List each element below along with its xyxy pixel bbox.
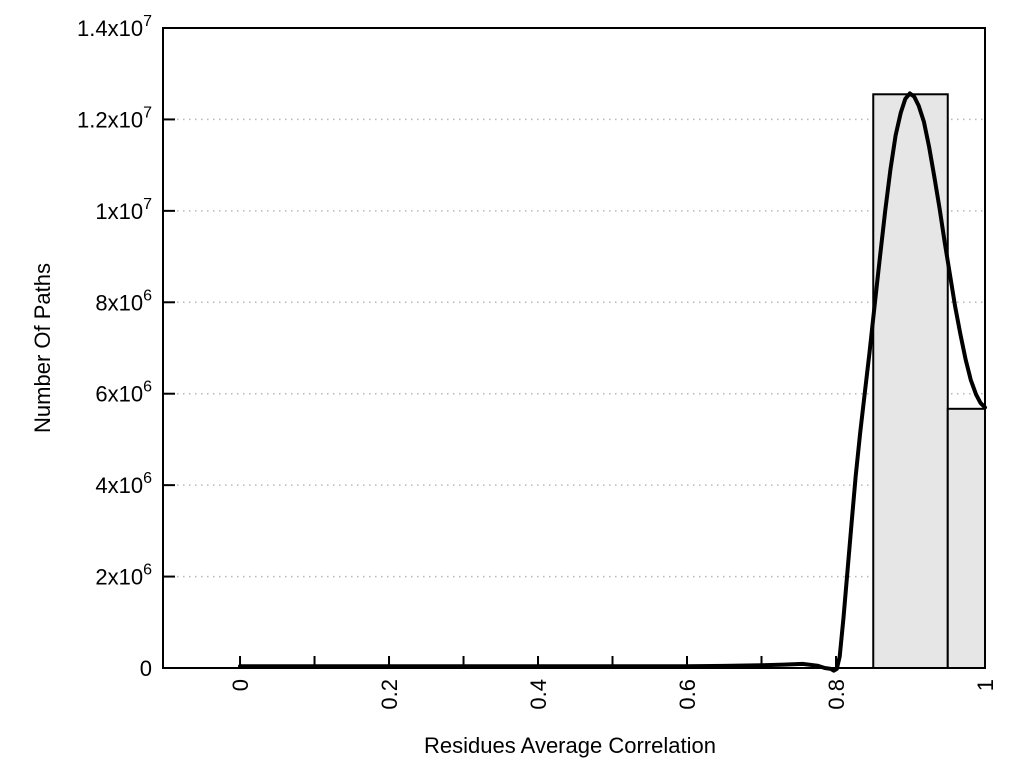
y-tick-label: 4x106: [95, 470, 152, 498]
y-tick-label: 0: [140, 656, 152, 681]
distribution-curve: [238, 91, 987, 673]
y-tick-label: 1.4x107: [77, 13, 152, 41]
y-tick-label: 1x107: [95, 196, 152, 224]
x-axis-title: Residues Average Correlation: [424, 733, 716, 758]
y-axis-title: Number Of Paths: [30, 263, 55, 433]
y-tick-label: 1.2x107: [77, 104, 152, 132]
x-tick-label: 1: [973, 679, 998, 691]
x-tick-label: 0.8: [824, 679, 849, 710]
plot-area: 0 2x106 4x106 6x106 8x106 1x107 1.2x107 1.4x107…: [77, 13, 998, 710]
x-tick-label: 0: [228, 679, 253, 691]
y-tick-label: 2x106: [95, 562, 152, 590]
x-tick-label: 0.2: [377, 679, 402, 710]
x-tick-label: 0.4: [526, 679, 551, 710]
plot-border: [162, 27, 986, 669]
histogram-bar: [946, 407, 986, 669]
y-tick-label: 8x106: [95, 287, 152, 315]
x-tick-label: 0.6: [675, 679, 700, 710]
y-tick-label: 6x106: [95, 379, 152, 407]
